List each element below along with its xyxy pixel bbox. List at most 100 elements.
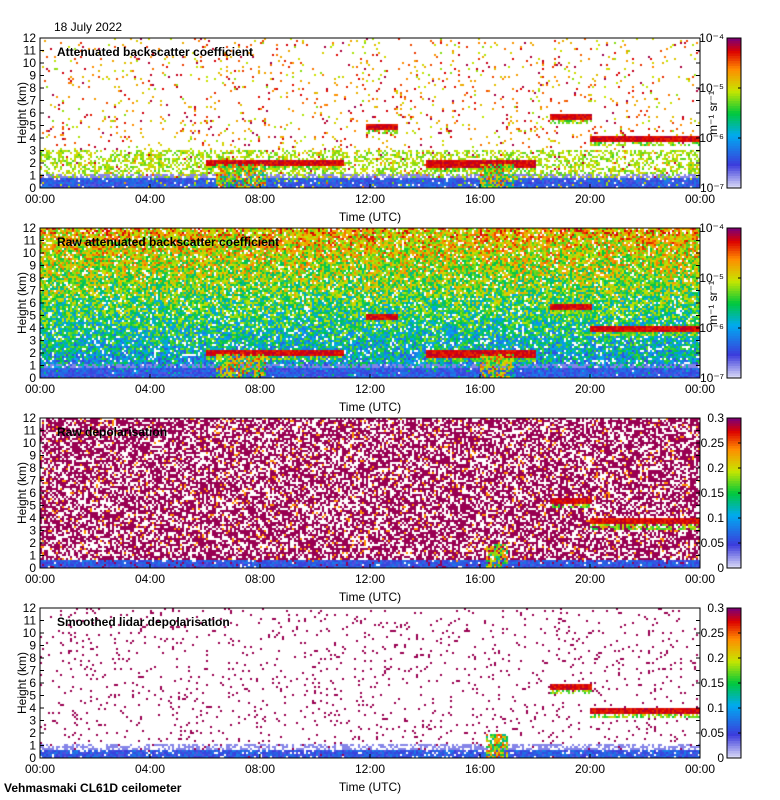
y-tick-label: 7 bbox=[29, 664, 36, 678]
colorbar-segment bbox=[727, 293, 741, 296]
colorbar-segment bbox=[727, 490, 741, 494]
y-tick-label: 2 bbox=[29, 346, 36, 360]
colorbar-segment bbox=[727, 90, 741, 94]
y-tick-label: 9 bbox=[29, 259, 36, 273]
colorbar-frame bbox=[726, 37, 742, 189]
colorbar-segment bbox=[727, 233, 741, 236]
y-axis-label: Height (km) bbox=[15, 652, 29, 714]
colorbar-segment bbox=[727, 330, 741, 334]
y-tick-label: 6 bbox=[29, 486, 36, 500]
colorbar-segment bbox=[727, 428, 741, 431]
colorbar-tick-label: 0.05 bbox=[701, 536, 725, 550]
y-tick-label: 12 bbox=[23, 31, 37, 45]
x-tick-label: 12:00 bbox=[355, 762, 385, 776]
y-tick-label: 3 bbox=[29, 524, 36, 538]
colorbar-tick-label: 10⁻⁵ bbox=[699, 271, 724, 285]
colorbar-segment bbox=[727, 153, 741, 156]
colorbar-segment bbox=[727, 443, 741, 446]
colorbar-segment bbox=[727, 355, 741, 359]
colorbar-segment bbox=[727, 263, 741, 266]
colorbar-unit-label: m⁻¹ sr⁻¹ bbox=[706, 91, 720, 135]
colorbar-segment bbox=[727, 228, 741, 231]
colorbar-segment bbox=[727, 140, 741, 144]
colorbar-segment bbox=[727, 750, 741, 754]
y-tick-label: 2 bbox=[29, 156, 36, 170]
colorbar-segment bbox=[727, 353, 741, 356]
y-tick-label: 6 bbox=[29, 296, 36, 310]
colorbar-segment bbox=[727, 303, 741, 306]
colorbar-segment bbox=[727, 658, 741, 661]
colorbar-segment bbox=[727, 450, 741, 454]
colorbar-segment bbox=[727, 665, 741, 669]
y-tick-label: 11 bbox=[24, 424, 37, 438]
colorbar-segment bbox=[727, 498, 741, 501]
colorbar-segment bbox=[727, 640, 741, 644]
y-tick-label: 3 bbox=[29, 144, 36, 158]
colorbar-segment bbox=[727, 283, 741, 286]
colorbar-segment bbox=[727, 653, 741, 656]
y-tick-label: 9 bbox=[29, 69, 36, 83]
x-tick-label: 00:00 bbox=[685, 192, 715, 206]
colorbar-segment bbox=[727, 430, 741, 434]
y-tick-label: 8 bbox=[29, 651, 36, 665]
y-tick-label: 12 bbox=[23, 411, 37, 425]
colorbar-segment bbox=[727, 618, 741, 621]
x-tick-label: 04:00 bbox=[135, 762, 165, 776]
x-tick-label: 16:00 bbox=[465, 382, 495, 396]
x-tick-label: 08:00 bbox=[245, 192, 275, 206]
colorbar-segment bbox=[727, 373, 741, 376]
y-tick-label: 11 bbox=[24, 44, 37, 58]
colorbar-segment bbox=[727, 680, 741, 684]
colorbar-segment bbox=[727, 133, 741, 136]
colorbar-segment bbox=[727, 730, 741, 734]
colorbar-segment bbox=[727, 110, 741, 114]
colorbar-segment bbox=[727, 678, 741, 681]
colorbar-segment bbox=[727, 435, 741, 439]
colorbar-segment bbox=[727, 705, 741, 709]
y-tick-label: 5 bbox=[29, 689, 36, 703]
colorbar-segment bbox=[727, 635, 741, 639]
colorbar-segment bbox=[727, 688, 741, 691]
colorbar-segment bbox=[727, 623, 741, 626]
colorbar-segment bbox=[727, 713, 741, 716]
colorbar-segment bbox=[727, 248, 741, 251]
colorbar-segment bbox=[727, 495, 741, 499]
colorbar-segment bbox=[727, 710, 741, 714]
colorbar-segment bbox=[727, 343, 741, 346]
colorbar-segment bbox=[727, 53, 741, 56]
colorbar-segment bbox=[727, 150, 741, 154]
y-tick-label: 1 bbox=[29, 549, 36, 563]
colorbar-segment bbox=[727, 420, 741, 424]
colorbar-segment bbox=[727, 333, 741, 336]
x-tick-label: 08:00 bbox=[245, 572, 275, 586]
colorbar-tick-label: 10⁻⁴ bbox=[699, 221, 724, 235]
y-tick-label: 4 bbox=[29, 701, 36, 715]
y-tick-label: 3 bbox=[29, 334, 36, 348]
colorbar-segment bbox=[727, 88, 741, 91]
colorbar-segment bbox=[727, 300, 741, 304]
colorbar-segment bbox=[727, 508, 741, 511]
colorbar-segment bbox=[727, 530, 741, 534]
colorbar-segment bbox=[727, 130, 741, 134]
colorbar-segment bbox=[727, 628, 741, 631]
colorbar-segment bbox=[727, 83, 741, 86]
colorbar-segment bbox=[727, 468, 741, 471]
colorbar-segment bbox=[727, 350, 741, 354]
colorbar-segment bbox=[727, 728, 741, 731]
colorbar-segment bbox=[727, 278, 741, 281]
colorbar-segment bbox=[727, 368, 741, 371]
colorbar-tick-label: 0.25 bbox=[701, 436, 725, 450]
colorbar-segment bbox=[727, 630, 741, 634]
colorbar-segment bbox=[727, 698, 741, 701]
x-tick-label: 00:00 bbox=[685, 572, 715, 586]
y-tick-label: 0 bbox=[29, 181, 36, 195]
y-tick-label: 7 bbox=[29, 474, 36, 488]
y-tick-label: 10 bbox=[23, 626, 37, 640]
colorbar-segment bbox=[727, 180, 741, 184]
colorbar-segment bbox=[727, 245, 741, 249]
colorbar-segment bbox=[727, 510, 741, 514]
colorbar-tick-label: 10⁻⁶ bbox=[699, 131, 724, 145]
colorbar-segment bbox=[727, 715, 741, 719]
colorbar-tick-label: 0.3 bbox=[707, 601, 724, 615]
